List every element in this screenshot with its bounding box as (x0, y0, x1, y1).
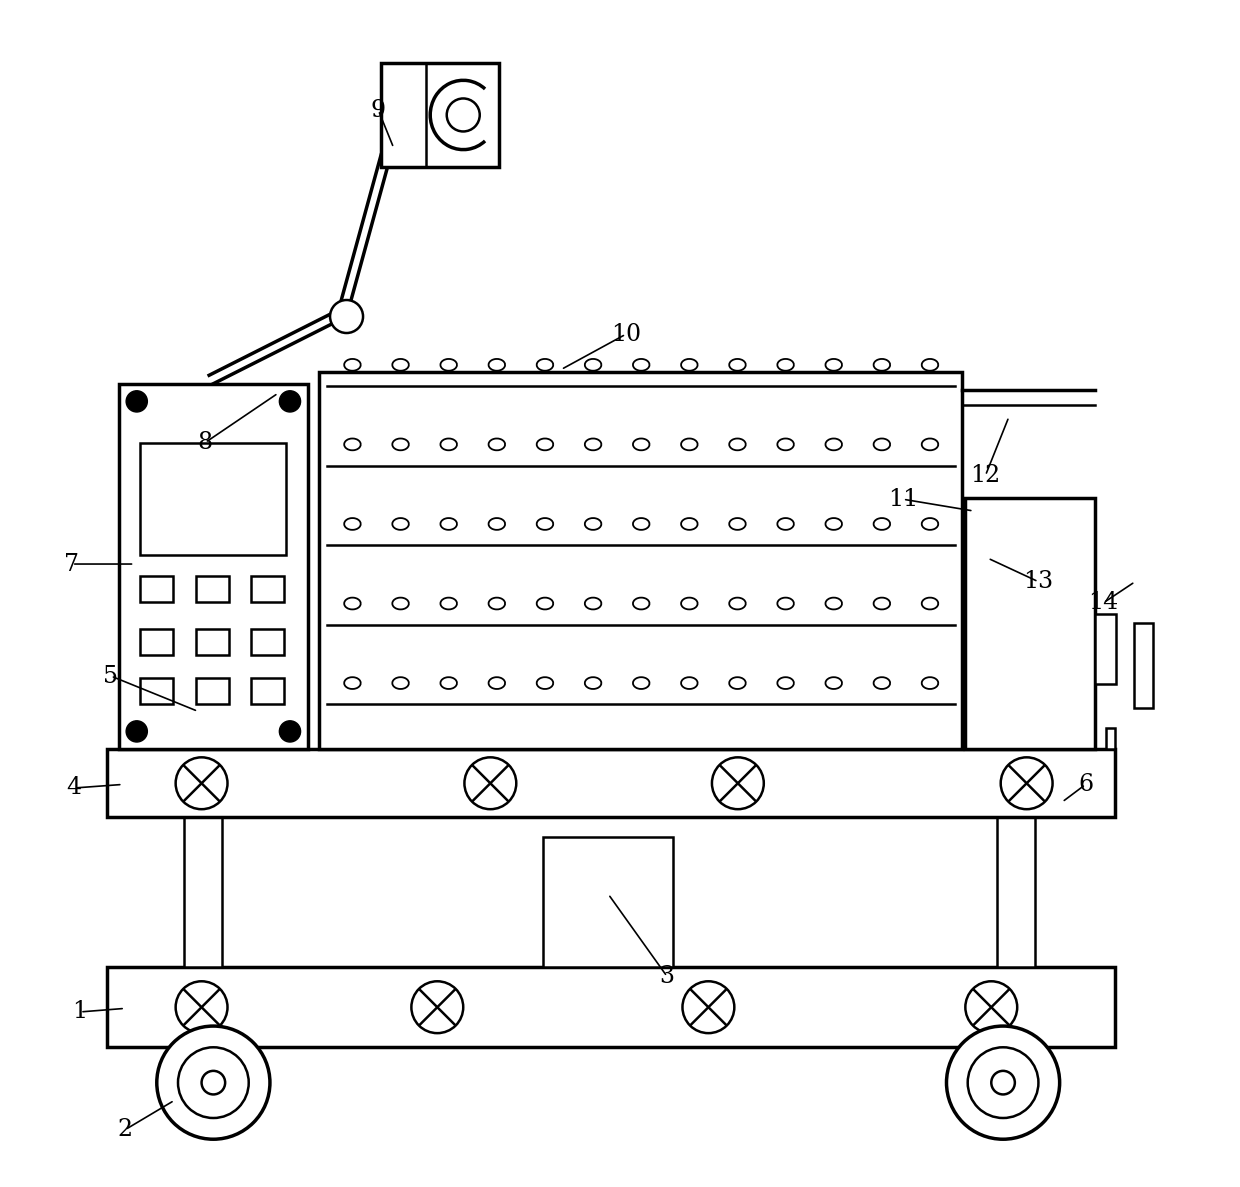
Bar (196, 678, 228, 704)
Text: 14: 14 (1089, 591, 1118, 615)
Bar (140, 576, 174, 602)
Bar (250, 576, 284, 602)
Bar (196, 629, 228, 655)
Bar (320, 372, 962, 749)
Bar (966, 499, 1095, 749)
Circle shape (946, 1026, 1060, 1140)
Bar (108, 749, 1115, 818)
Bar (184, 814, 222, 967)
Circle shape (176, 982, 227, 1033)
Text: 8: 8 (197, 431, 213, 455)
Circle shape (279, 391, 300, 412)
Bar (181, 1045, 246, 1059)
Circle shape (712, 757, 764, 810)
Bar (971, 1045, 1035, 1059)
Text: 3: 3 (660, 965, 675, 988)
Bar (140, 678, 174, 704)
Circle shape (156, 1026, 270, 1140)
Text: 11: 11 (888, 488, 918, 510)
Bar (140, 629, 174, 655)
Circle shape (279, 721, 300, 742)
Text: 1: 1 (73, 1001, 88, 1023)
Bar (1133, 623, 1153, 707)
Circle shape (126, 391, 148, 412)
Text: 9: 9 (371, 99, 386, 122)
Text: 4: 4 (67, 776, 82, 800)
Text: 10: 10 (611, 323, 641, 345)
Text: 13: 13 (1023, 570, 1054, 594)
Circle shape (330, 300, 363, 334)
Circle shape (967, 1047, 1038, 1118)
Bar (140, 443, 286, 554)
Text: 5: 5 (103, 665, 118, 687)
Bar (543, 838, 673, 967)
Bar (1095, 614, 1116, 684)
Bar (997, 814, 1035, 967)
Bar (250, 678, 284, 704)
Circle shape (1001, 757, 1053, 810)
Circle shape (991, 1071, 1014, 1094)
Circle shape (202, 1071, 226, 1094)
Circle shape (465, 757, 516, 810)
Text: 12: 12 (970, 464, 1001, 487)
Bar (1106, 728, 1115, 749)
Text: 7: 7 (64, 552, 79, 576)
Bar (108, 967, 1115, 1047)
Circle shape (682, 982, 734, 1033)
Text: 6: 6 (1078, 773, 1094, 796)
Circle shape (446, 99, 480, 132)
Bar (119, 383, 308, 749)
Bar (196, 576, 228, 602)
Circle shape (412, 982, 464, 1033)
Bar (381, 63, 498, 167)
Bar (250, 629, 284, 655)
Circle shape (966, 982, 1017, 1033)
Circle shape (126, 721, 148, 742)
Text: 2: 2 (118, 1118, 133, 1141)
Circle shape (176, 757, 227, 810)
Circle shape (179, 1047, 249, 1118)
